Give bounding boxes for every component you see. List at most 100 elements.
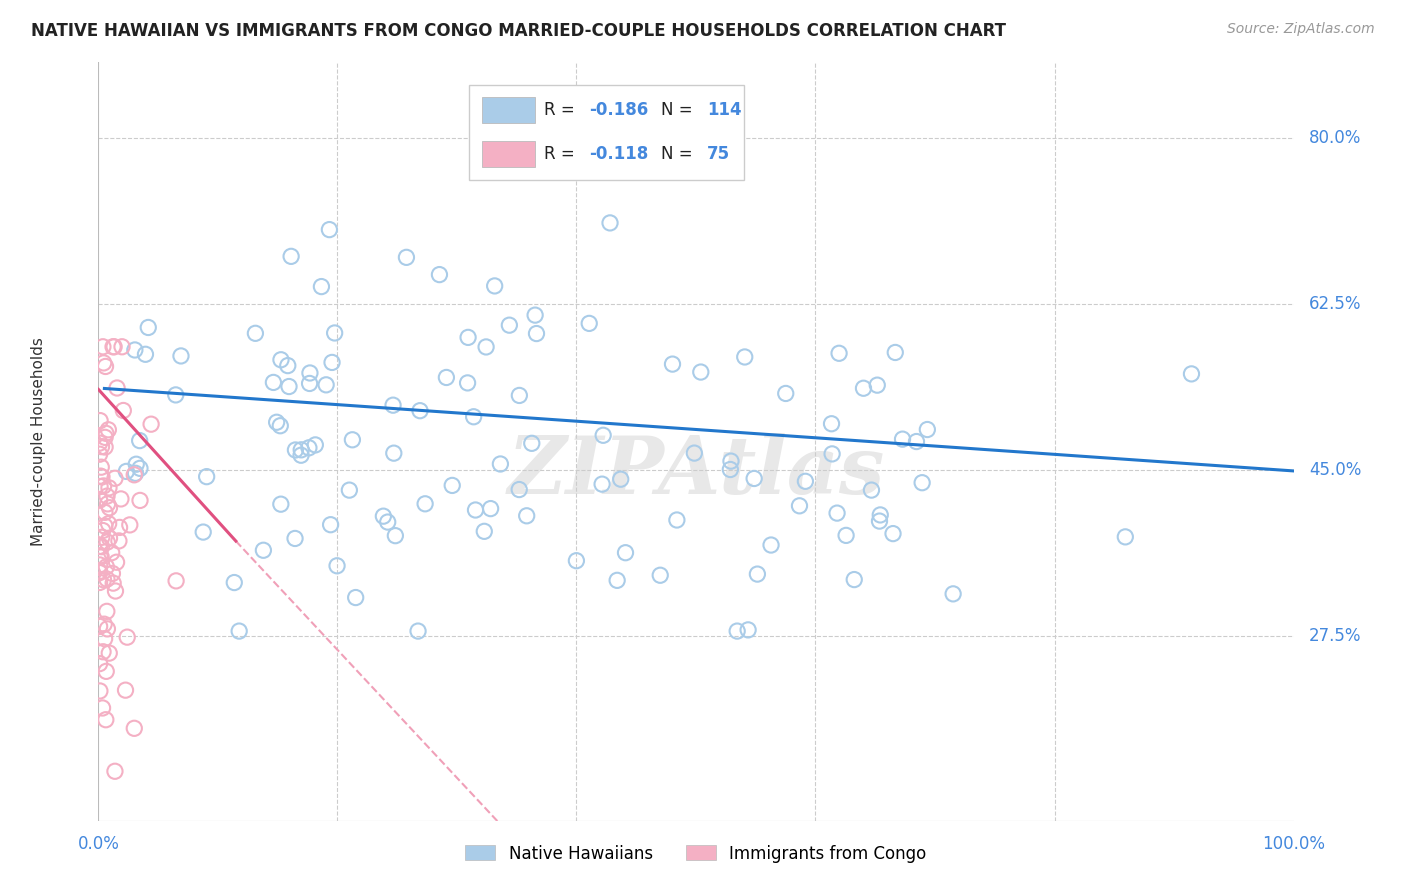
Point: [457, 330, 479, 344]
Point: [270, 497, 292, 511]
Point: [789, 499, 811, 513]
Point: [298, 366, 321, 380]
Point: [429, 268, 451, 282]
Point: [270, 352, 292, 367]
Point: [94, 426, 117, 441]
Point: [93, 617, 115, 632]
Point: [516, 508, 538, 523]
Text: NATIVE HAWAIIAN VS IMMIGRANTS FROM CONGO MARRIED-COUPLE HOUSEHOLDS CORRELATION C: NATIVE HAWAIIAN VS IMMIGRANTS FROM CONGO…: [31, 22, 1005, 40]
Point: [905, 434, 928, 449]
Point: [337, 483, 360, 497]
Point: [165, 574, 187, 588]
Point: [395, 251, 418, 265]
Point: [105, 381, 128, 395]
Point: [277, 359, 299, 373]
Point: [90, 440, 112, 454]
Point: [100, 546, 122, 560]
Point: [464, 503, 486, 517]
Point: [599, 216, 621, 230]
Point: [128, 434, 150, 448]
Point: [90, 530, 112, 544]
Text: 27.5%: 27.5%: [1309, 627, 1361, 645]
Point: [747, 567, 769, 582]
Point: [775, 386, 797, 401]
Point: [742, 471, 765, 485]
Point: [284, 442, 307, 457]
Point: [245, 326, 267, 341]
Point: [526, 326, 548, 341]
Point: [90, 540, 112, 554]
Point: [89, 447, 111, 461]
Point: [224, 575, 246, 590]
Point: [342, 433, 364, 447]
Point: [252, 543, 274, 558]
Point: [280, 249, 302, 263]
Point: [298, 376, 321, 391]
Legend: Native Hawaiians, Immigrants from Congo: Native Hawaiians, Immigrants from Congo: [458, 838, 934, 869]
Point: [298, 441, 321, 455]
Point: [134, 347, 156, 361]
Point: [97, 516, 120, 531]
Point: [118, 517, 141, 532]
Point: [101, 576, 124, 591]
Point: [323, 326, 346, 340]
Point: [689, 365, 711, 379]
Point: [103, 340, 125, 354]
Point: [472, 524, 495, 539]
Point: [93, 632, 115, 646]
Text: 0.0%: 0.0%: [77, 835, 120, 853]
Point: [609, 472, 631, 486]
Point: [304, 438, 326, 452]
Point: [98, 646, 121, 660]
Point: [105, 555, 128, 569]
Point: [592, 428, 614, 442]
Point: [413, 497, 436, 511]
Point: [125, 457, 148, 471]
Point: [489, 457, 512, 471]
Point: [262, 376, 284, 390]
Point: [718, 462, 741, 476]
Point: [508, 388, 530, 402]
Point: [825, 506, 848, 520]
Point: [891, 432, 914, 446]
Point: [269, 418, 291, 433]
Point: [139, 417, 162, 432]
Point: [129, 493, 152, 508]
Point: [89, 414, 111, 428]
Point: [104, 584, 127, 599]
Point: [406, 624, 429, 639]
Point: [869, 508, 891, 522]
Point: [97, 481, 120, 495]
Point: [90, 549, 112, 564]
Point: [93, 356, 115, 370]
Point: [108, 533, 131, 548]
Point: [311, 279, 333, 293]
Point: [278, 379, 301, 393]
Point: [737, 623, 759, 637]
Point: [377, 515, 399, 529]
Text: Source: ZipAtlas.com: Source: ZipAtlas.com: [1227, 22, 1375, 37]
Point: [884, 345, 907, 359]
Point: [794, 475, 817, 489]
Point: [720, 454, 742, 468]
Point: [89, 540, 111, 554]
Text: 75: 75: [707, 145, 730, 163]
Point: [290, 448, 312, 462]
Text: 62.5%: 62.5%: [1309, 295, 1361, 313]
Point: [463, 409, 485, 424]
Point: [124, 467, 146, 481]
FancyBboxPatch shape: [482, 97, 534, 123]
Text: N =: N =: [661, 101, 699, 120]
Point: [683, 446, 706, 460]
Point: [93, 573, 115, 587]
Point: [457, 376, 479, 390]
Text: 114: 114: [707, 101, 741, 120]
Point: [821, 447, 844, 461]
Point: [89, 657, 111, 671]
Point: [94, 430, 117, 444]
Point: [98, 500, 121, 515]
Point: [498, 318, 520, 333]
Point: [319, 517, 342, 532]
Point: [124, 343, 146, 357]
Point: [89, 566, 111, 580]
